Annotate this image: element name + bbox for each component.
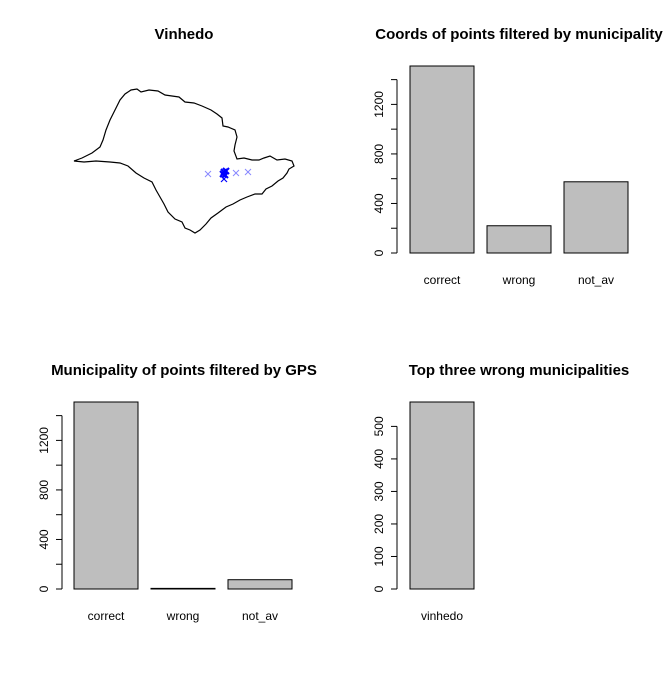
y-axis: 0 400 800 1200 — [37, 415, 63, 592]
chart-title: Municipality of points filtered by GPS — [51, 362, 317, 379]
y-tick-label: 1200 — [372, 91, 386, 118]
map-marker — [220, 175, 228, 183]
y-tick-label: 400 — [37, 529, 51, 549]
y-axis: 0 400 800 1200 — [372, 79, 398, 256]
y-tick-label: 300 — [372, 481, 386, 501]
map-marker — [222, 167, 230, 175]
map-marker — [244, 168, 252, 176]
bar-chart-gps: Municipality of points filtered by GPS 0 4… — [37, 362, 317, 623]
category-label: wrong — [166, 609, 200, 623]
y-axis: 0 100 200 300 400 500 — [372, 416, 398, 592]
chart-title: Coords of points filtered by municipalit… — [375, 26, 663, 43]
bar-chart-coords: Coords of points filtered by municipalit… — [372, 26, 663, 287]
bar-vinhedo — [409, 401, 475, 590]
y-tick-label: 200 — [372, 514, 386, 534]
y-tick-label: 500 — [372, 416, 386, 436]
bar-correct — [73, 401, 139, 590]
y-tick-label: 100 — [372, 546, 386, 566]
y-tick-label: 0 — [372, 585, 386, 592]
state-outline — [73, 88, 295, 234]
chart-title: Top three wrong municipalities — [409, 362, 630, 379]
bar-not_av — [227, 579, 293, 590]
category-label: not_av — [242, 609, 278, 623]
y-tick-label: 400 — [372, 193, 386, 213]
category-label: correct — [88, 609, 125, 623]
y-tick-label: 800 — [372, 144, 386, 164]
y-tick-label: 0 — [372, 249, 386, 256]
y-tick-label: 800 — [37, 480, 51, 500]
y-tick-label: 400 — [372, 449, 386, 469]
marker-layer — [204, 167, 252, 183]
category-label: vinhedo — [421, 609, 463, 623]
category-label: not_av — [578, 273, 614, 287]
y-tick-label: 0 — [37, 585, 51, 592]
bar-correct — [409, 65, 475, 254]
category-label: wrong — [502, 273, 536, 287]
map-marker — [204, 170, 212, 178]
map-panel: Vinhedo — [73, 26, 295, 234]
map-title: Vinhedo — [155, 26, 214, 43]
bar-not_av — [563, 181, 629, 254]
bar-wrong — [150, 587, 216, 590]
map-marker — [232, 169, 240, 177]
y-tick-label: 1200 — [37, 427, 51, 454]
bar-wrong — [486, 225, 552, 254]
bar-chart-top-wrong: Top three wrong municipalities 0 100 200 300… — [372, 362, 629, 623]
category-label: correct — [424, 273, 461, 287]
